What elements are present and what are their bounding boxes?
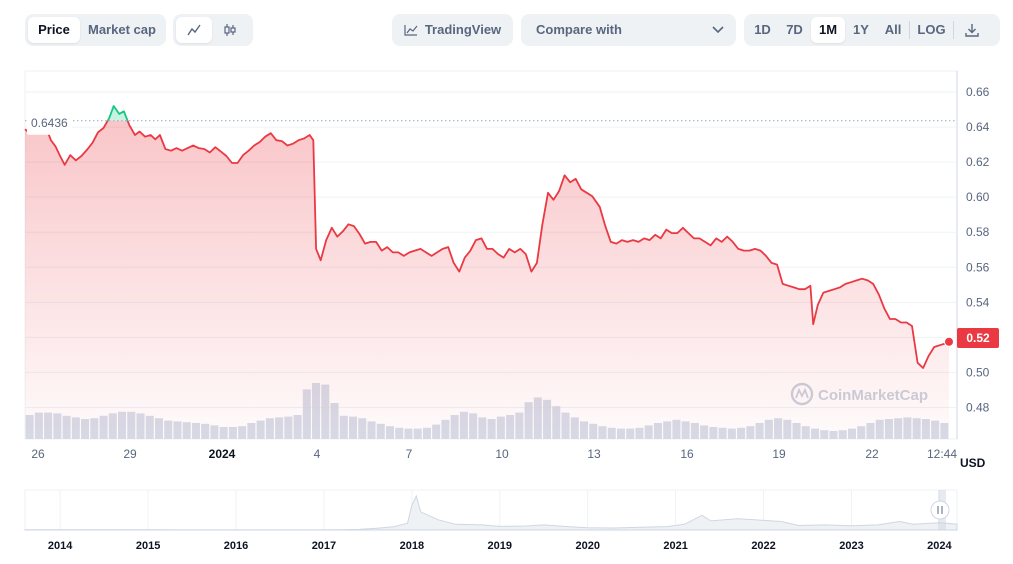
navigator-year-label: 2019: [488, 540, 512, 552]
navigator-frame: [24, 489, 958, 531]
x-tick-label: 26: [31, 447, 45, 461]
log-button[interactable]: LOG: [917, 22, 946, 37]
reference-price-label: 0.6436: [31, 116, 68, 130]
watermark-text: CoinMarketCap: [818, 387, 928, 404]
navigator-year-label: 2017: [312, 540, 336, 552]
line-chart-button[interactable]: [176, 17, 212, 43]
range-1y[interactable]: 1Y: [853, 22, 869, 37]
current-price-dot: [944, 336, 954, 347]
candlestick-button[interactable]: [212, 17, 248, 43]
navigator-year-label: 2020: [575, 540, 599, 552]
price-area-fill: [25, 120, 949, 439]
reference-price-tag: 0.6436: [27, 116, 72, 135]
y-tick-label: 0.64: [966, 120, 990, 134]
x-tick-label: 29: [123, 447, 137, 461]
tab-market-cap[interactable]: Market cap: [88, 22, 156, 37]
x-tick-label: 12:44: [927, 447, 957, 461]
range-all[interactable]: All: [884, 22, 902, 37]
x-tick-label: 2024: [209, 447, 236, 461]
download-icon: [965, 24, 979, 37]
y-tick-label: 0.66: [966, 85, 990, 99]
range-7d[interactable]: 7D: [786, 22, 803, 37]
coinmarketcap-logo-mark: [795, 387, 809, 399]
navigator-year-label: 2015: [136, 540, 160, 552]
metric-toggle: Price Market cap: [25, 14, 166, 46]
x-tick-label: 10: [495, 447, 509, 461]
coinmarketcap-logo-icon: [790, 382, 814, 406]
range-toggle: 1D 7D 1M 1Y All LOG: [744, 14, 1000, 46]
y-tick-label: 0.62: [966, 155, 990, 169]
compare-label: Compare with: [536, 22, 622, 37]
trend-icon: [404, 25, 418, 36]
download-button[interactable]: [954, 17, 990, 43]
navigator-year-label: 2014: [48, 540, 73, 552]
navigator-handle-knob[interactable]: [930, 500, 950, 520]
x-tick-label: 19: [772, 447, 786, 461]
navigator-price-area: [24, 494, 958, 531]
navigator-year-label: 2018: [400, 540, 424, 552]
navigator-year-label: 2024: [927, 540, 952, 552]
range-1m[interactable]: 1M: [811, 17, 845, 43]
range-divider: [909, 21, 910, 39]
range-1d[interactable]: 1D: [754, 22, 771, 37]
x-tick-label: 13: [587, 447, 601, 461]
y-tick-label: 0.56: [966, 260, 990, 274]
current-price-label: 0.52: [966, 331, 990, 345]
x-tick-label: 22: [865, 447, 879, 461]
y-axis-ticks: 0.66 0.64 0.62 0.60 0.58 0.56 0.54 0.52 0.50 0.48: [966, 85, 990, 414]
tradingview-button[interactable]: TradingView: [392, 14, 513, 46]
y-tick-label: 0.48: [966, 400, 990, 414]
navigator-year-ticks: 2014 2015 2016 2017 2018 2019 2020 2021 2022 2023…: [48, 540, 953, 552]
x-tick-label: 16: [680, 447, 694, 461]
compare-dropdown[interactable]: Compare with: [521, 14, 736, 46]
navigator-year-label: 2023: [839, 540, 863, 552]
log-divider: [953, 21, 954, 39]
tab-price[interactable]: Price: [28, 17, 80, 43]
watermark: CoinMarketCap: [790, 382, 928, 406]
x-tick-label: 4: [314, 447, 321, 461]
chevron-down-icon: [712, 26, 724, 34]
y-axis-unit: USD: [960, 456, 986, 470]
y-tick-label: 0.60: [966, 190, 990, 204]
tradingview-label: TradingView: [424, 22, 502, 37]
range-navigator[interactable]: 2014 2015 2016 2017 2018 2019 2020 2021 2022 2023…: [24, 489, 958, 552]
navigator-year-label: 2016: [224, 540, 248, 552]
y-tick-label: 0.54: [966, 295, 990, 309]
line-chart-icon: [187, 24, 201, 36]
y-tick-label: 0.50: [966, 365, 990, 379]
navigator-handle[interactable]: [930, 500, 950, 520]
candlestick-icon: [224, 24, 236, 36]
y-tick-label: 0.58: [966, 225, 990, 239]
navigator-year-label: 2021: [663, 540, 687, 552]
current-price-badge: [957, 328, 999, 348]
chart-mode-toggle: [173, 14, 253, 46]
navigator-year-label: 2022: [751, 540, 775, 552]
price-line: [24, 120, 950, 369]
x-axis-ticks: 26 29 2024 4 7 10 13 16 19 22 12:44: [31, 447, 957, 461]
current-price-marker: 0.52: [944, 328, 999, 348]
x-tick-label: 7: [406, 447, 413, 461]
